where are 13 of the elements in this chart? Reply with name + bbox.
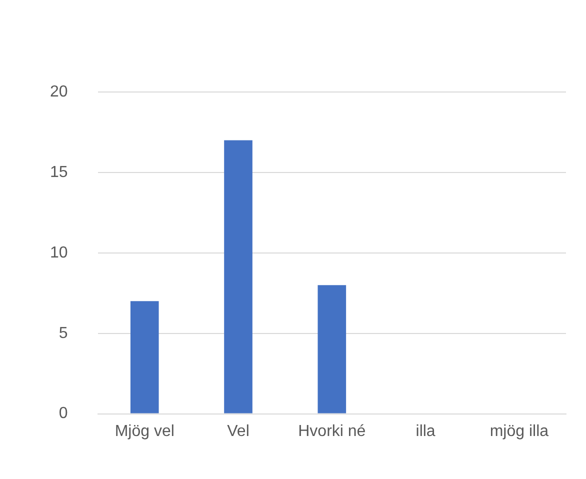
x-tick-label: Vel (227, 422, 250, 440)
x-tick-label: Hvorki né (298, 422, 366, 440)
y-tick-label: 0 (58, 405, 68, 422)
y-tick-label: 5 (58, 324, 68, 342)
bar (318, 285, 346, 414)
x-tick-label: mjög illa (490, 422, 549, 440)
y-tick-label: 15 (50, 164, 68, 181)
y-tick-label: 20 (50, 83, 68, 100)
x-tick-label: Mjög vel (114, 422, 174, 440)
y-tick-label: 10 (50, 244, 68, 262)
bar (130, 301, 159, 414)
bar (224, 140, 252, 414)
x-tick-label: illa (416, 422, 436, 440)
